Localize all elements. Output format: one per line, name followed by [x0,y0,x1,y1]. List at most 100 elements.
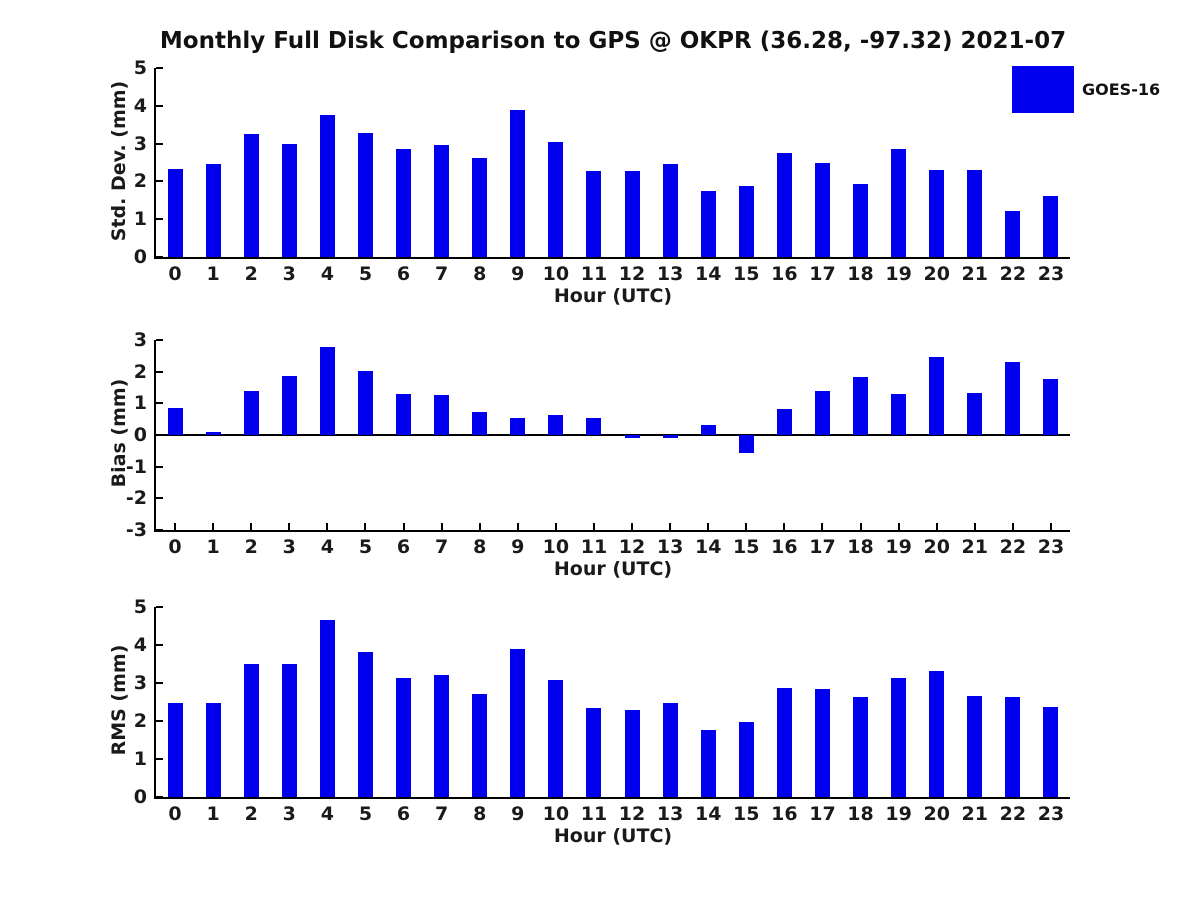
x-tick-label: 15 [733,803,760,825]
y-tick [156,370,163,373]
x-tick [174,523,177,530]
x-tick-label: 22 [999,536,1027,558]
bar-hour-14 [700,191,716,257]
bar-hour-1 [205,703,221,797]
y-tick-label: 1 [133,392,147,415]
y-tick [156,180,163,183]
x-tick [859,523,862,530]
x-tick [707,250,710,257]
y-tick-label: 0 [133,246,147,268]
x-tick [1011,250,1014,257]
y-tick [156,644,163,646]
bar-hour-16 [776,687,792,797]
x-tick-label: 21 [961,803,988,825]
bar-hour-2 [243,664,259,797]
x-tick [554,523,557,530]
x-tick [973,523,976,530]
bar-hour-9 [510,417,526,435]
x-tick [516,523,519,530]
bar-hour-15 [738,186,754,257]
x-tick-label: 17 [809,803,836,825]
x-tick-label: 5 [358,263,373,285]
x-tick-label: 2 [244,803,258,825]
bar-hour-18 [853,184,869,257]
x-axis-spine [154,797,1070,799]
bar-hour-22 [1005,697,1021,797]
x-tick-label: 23 [1037,263,1065,285]
x-tick-label: 9 [511,536,525,558]
x-tick-label: 14 [694,803,722,825]
bar-hour-2 [243,134,259,257]
y-tick [156,529,163,531]
x-tick [250,250,253,257]
x-tick-label: 1 [206,803,220,825]
x-tick [935,790,938,797]
x-tick [288,250,291,257]
x-tick-label: 19 [885,536,912,558]
x-tick [859,790,862,797]
x-tick-label: 4 [320,263,334,285]
x-tick-label: 12 [618,263,646,285]
y-tick [156,339,163,341]
x-tick-label: 1 [206,536,220,558]
y-tick [156,434,163,436]
bar-hour-23 [1043,378,1059,435]
bar-hour-13 [662,164,678,257]
x-tick [402,790,405,797]
figure-title: Monthly Full Disk Comparison to GPS @ OK… [159,28,1067,54]
bar-hour-8 [472,411,488,435]
x-tick-label: 20 [923,803,950,825]
bar-hour-17 [814,163,830,257]
y-tick-label: 2 [133,170,147,193]
bar-hour-12 [624,171,640,257]
x-tick-label: 11 [580,263,608,285]
x-tick-label: 15 [733,263,760,285]
bar-hour-4 [319,347,335,435]
x-tick [212,250,215,257]
legend-swatch-goes16 [1012,66,1074,113]
x-tick-label: 11 [580,803,608,825]
y-tick [156,256,163,258]
bar-hour-1 [205,432,221,435]
bar-hour-0 [167,169,183,257]
x-axis-label: Hour (UTC) [553,558,673,580]
bar-hour-7 [434,674,450,797]
x-tick-label: 11 [580,536,608,558]
x-tick-label: 15 [733,536,760,558]
bar-hour-13 [662,435,678,439]
y-tick [156,606,163,608]
y-axis-spine [154,340,156,532]
x-tick [897,250,900,257]
x-tick-label: 9 [511,263,525,285]
x-tick [1049,790,1052,797]
x-tick [326,790,329,797]
bar-hour-21 [967,393,983,435]
x-tick-label: 2 [244,263,258,285]
bar-hour-13 [662,703,678,797]
x-tick-label: 13 [656,803,684,825]
x-tick [745,250,748,257]
x-tick [1049,250,1052,257]
x-tick-label: 17 [809,536,836,558]
x-axis-spine [154,530,1070,532]
x-tick-label: 20 [923,536,950,558]
bar-hour-17 [814,391,830,435]
y-axis-spine [154,68,156,259]
x-tick [288,790,291,797]
bar-hour-10 [548,142,564,257]
x-tick [212,523,215,530]
x-tick-label: 20 [923,263,950,285]
x-tick [821,523,824,530]
bar-hour-16 [776,409,792,435]
x-tick [745,790,748,797]
bar-hour-17 [814,689,830,797]
x-tick-label: 14 [694,536,722,558]
x-tick-label: 6 [396,263,411,285]
y-tick [156,402,163,405]
x-tick [592,790,595,797]
bar-hour-22 [1005,210,1021,257]
x-tick [1011,523,1014,530]
bar-hour-12 [624,710,640,797]
x-tick [859,250,862,257]
x-tick-label: 5 [358,803,373,825]
